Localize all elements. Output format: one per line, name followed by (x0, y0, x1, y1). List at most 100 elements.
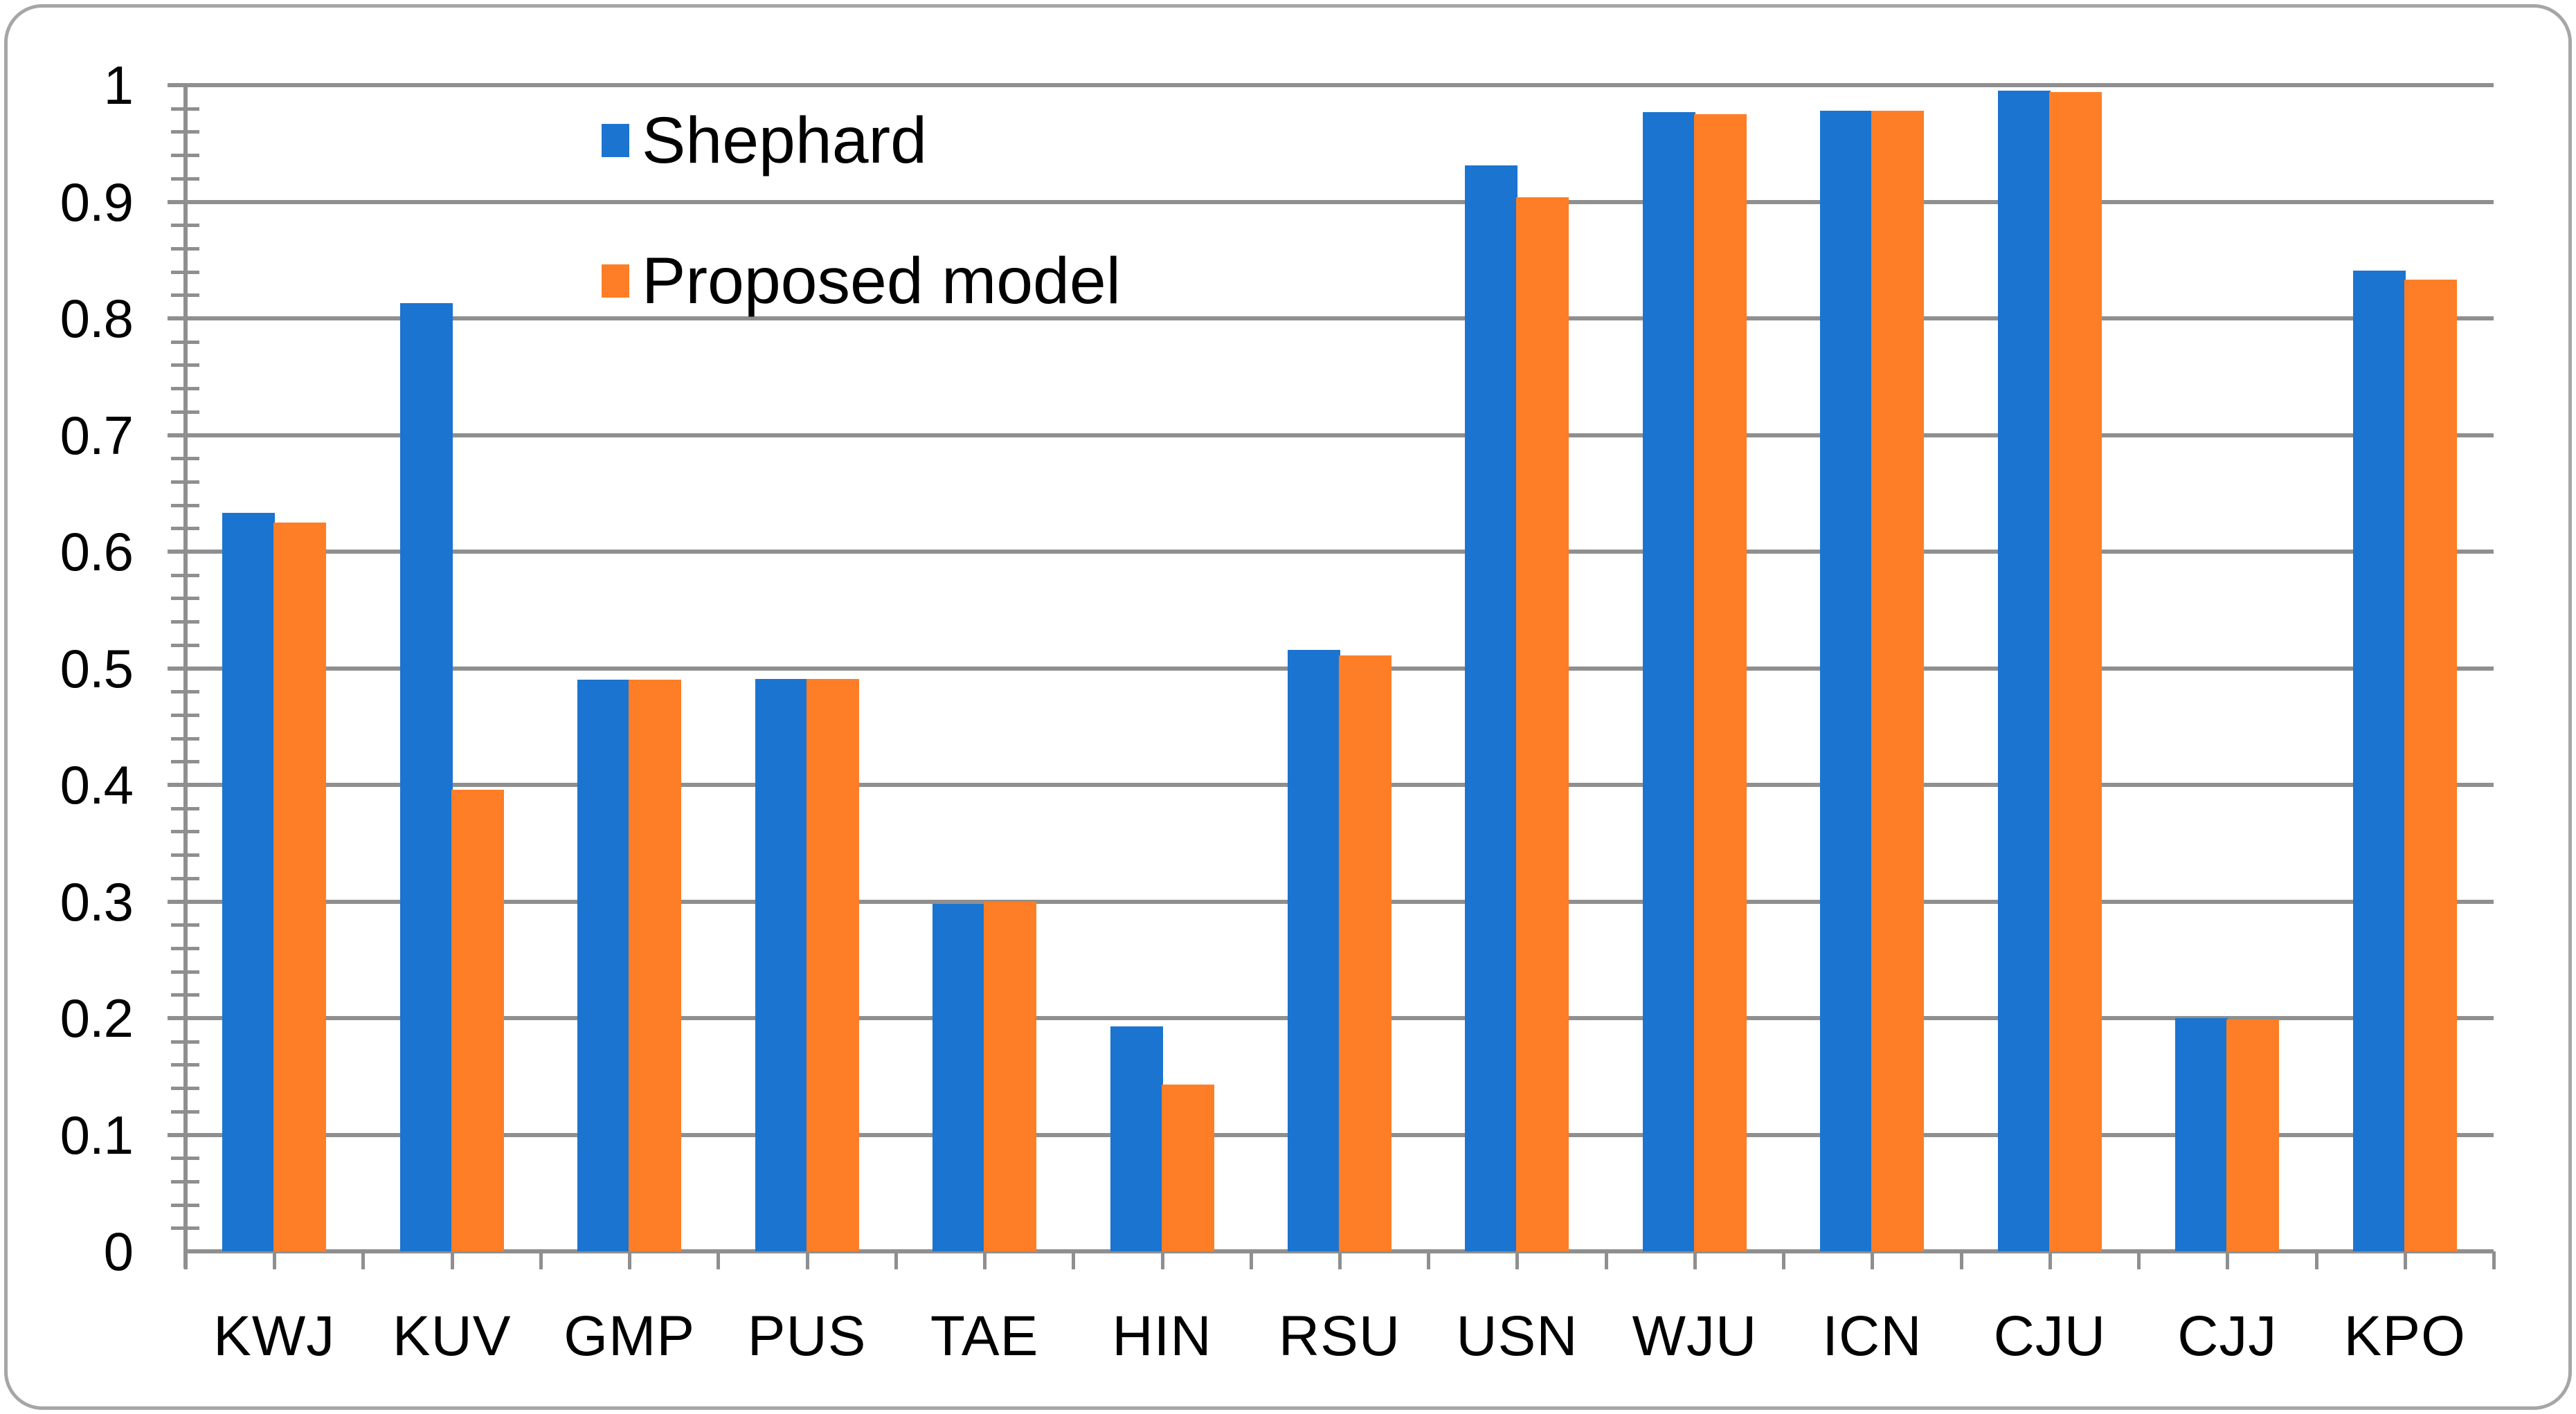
y-minor-tick (171, 993, 199, 997)
y-minor-tick (171, 527, 199, 531)
bar-proposed-model-TAE (984, 901, 1037, 1251)
bar-shephard-TAE (933, 903, 986, 1251)
bar-proposed-model-KUV (451, 789, 504, 1251)
y-tick-label: 0.7 (60, 404, 134, 466)
bar-shephard-USN (1465, 165, 1518, 1251)
y-minor-tick (171, 340, 199, 344)
x-tick (2492, 1251, 2496, 1269)
y-minor-tick (171, 270, 199, 274)
x-tick (1072, 1251, 1076, 1269)
y-minor-tick (171, 923, 199, 927)
bar-shephard-CJJ (2175, 1018, 2228, 1251)
bar-proposed-model-KWJ (273, 522, 327, 1251)
y-minor-tick (171, 1040, 199, 1044)
bar-shephard-ICN (1820, 111, 1873, 1251)
y-major-tick (168, 550, 201, 554)
x-category-label: TAE (930, 1305, 1039, 1368)
y-tick-label: 0.2 (60, 988, 134, 1049)
bar-proposed-model-PUS (806, 678, 859, 1251)
legend-swatch-shephard (602, 124, 629, 157)
x-category-label: CJU (1993, 1305, 2107, 1368)
y-tick-label: 0.9 (60, 171, 134, 233)
y-minor-tick (171, 736, 199, 741)
x-category-label: USN (1456, 1305, 1578, 1368)
y-tick-label: 0 (103, 1221, 134, 1282)
x-category-label: GMP (564, 1305, 696, 1368)
y-major-tick (168, 433, 201, 437)
x-category-label: HIN (1112, 1305, 1212, 1368)
y-major-tick (168, 666, 201, 671)
bar-proposed-model-KPO (2404, 280, 2457, 1251)
y-minor-tick (171, 1203, 199, 1207)
legend-item-proposed-model: Proposed model (602, 248, 1121, 314)
x-category-label: CJJ (2177, 1305, 2278, 1368)
x-tick (894, 1251, 898, 1269)
bar-proposed-model-CJU (2048, 92, 2102, 1251)
x-tick (1782, 1251, 1786, 1269)
bar-shephard-GMP (577, 680, 631, 1251)
bar-proposed-model-WJU (1693, 114, 1747, 1251)
gridline (186, 199, 2494, 204)
y-minor-tick (171, 363, 199, 368)
y-minor-tick (171, 1179, 199, 1184)
y-major-tick (168, 1132, 201, 1137)
y-major-tick (168, 783, 201, 787)
x-tick (2314, 1251, 2318, 1269)
x-tick (361, 1251, 366, 1269)
y-axis-line (183, 85, 188, 1269)
bar-shephard-RSU (1288, 649, 1340, 1251)
x-tick (1338, 1251, 1342, 1269)
bar-proposed-model-USN (1516, 197, 1569, 1251)
x-tick (1959, 1251, 1963, 1269)
y-minor-tick (171, 130, 199, 134)
x-tick (2048, 1251, 2052, 1269)
y-tick-label: 0.6 (60, 521, 134, 582)
bar-shephard-HIN (1110, 1026, 1163, 1251)
y-minor-tick (171, 806, 199, 810)
y-minor-tick (171, 224, 199, 228)
y-minor-tick (171, 457, 199, 461)
bar-shephard-WJU (1642, 111, 1695, 1251)
y-minor-tick (171, 1226, 199, 1231)
x-tick (1249, 1251, 1253, 1269)
y-tick-label: 0.4 (60, 754, 134, 815)
x-tick (1871, 1251, 1875, 1269)
x-tick (1160, 1251, 1164, 1269)
y-tick-label: 0.8 (60, 288, 134, 349)
y-minor-tick (171, 1109, 199, 1114)
x-category-label: PUS (747, 1305, 867, 1368)
x-tick (805, 1251, 809, 1269)
y-minor-tick (171, 387, 199, 391)
bar-shephard-PUS (755, 678, 808, 1251)
y-minor-tick (171, 946, 199, 950)
x-tick (539, 1251, 543, 1269)
y-minor-tick (171, 1063, 199, 1067)
bar-proposed-model-GMP (629, 680, 682, 1251)
y-minor-tick (171, 853, 199, 858)
x-tick (1515, 1251, 1520, 1269)
x-category-label: ICN (1822, 1305, 1922, 1368)
y-major-tick (168, 199, 201, 204)
bar-proposed-model-HIN (1161, 1085, 1214, 1251)
y-minor-tick (171, 293, 199, 298)
y-minor-tick (171, 107, 199, 111)
y-minor-tick (171, 876, 199, 880)
legend-label-proposed-model: Proposed model (642, 244, 1121, 318)
y-minor-tick (171, 643, 199, 647)
y-minor-tick (171, 480, 199, 484)
y-minor-tick (171, 1157, 199, 1161)
bar-proposed-model-ICN (1871, 111, 1925, 1251)
x-tick (983, 1251, 987, 1269)
y-tick-label: 0.1 (60, 1104, 134, 1166)
x-tick (2403, 1251, 2407, 1269)
x-tick (1693, 1251, 1697, 1269)
bar-shephard-KUV (399, 303, 453, 1251)
y-minor-tick (171, 830, 199, 834)
legend-swatch-proposed-model (602, 264, 629, 298)
y-minor-tick (171, 690, 199, 694)
gridline (186, 550, 2494, 554)
bar-proposed-model-CJJ (2226, 1019, 2280, 1251)
x-category-label: KPO (2343, 1305, 2466, 1368)
gridline (186, 316, 2494, 320)
